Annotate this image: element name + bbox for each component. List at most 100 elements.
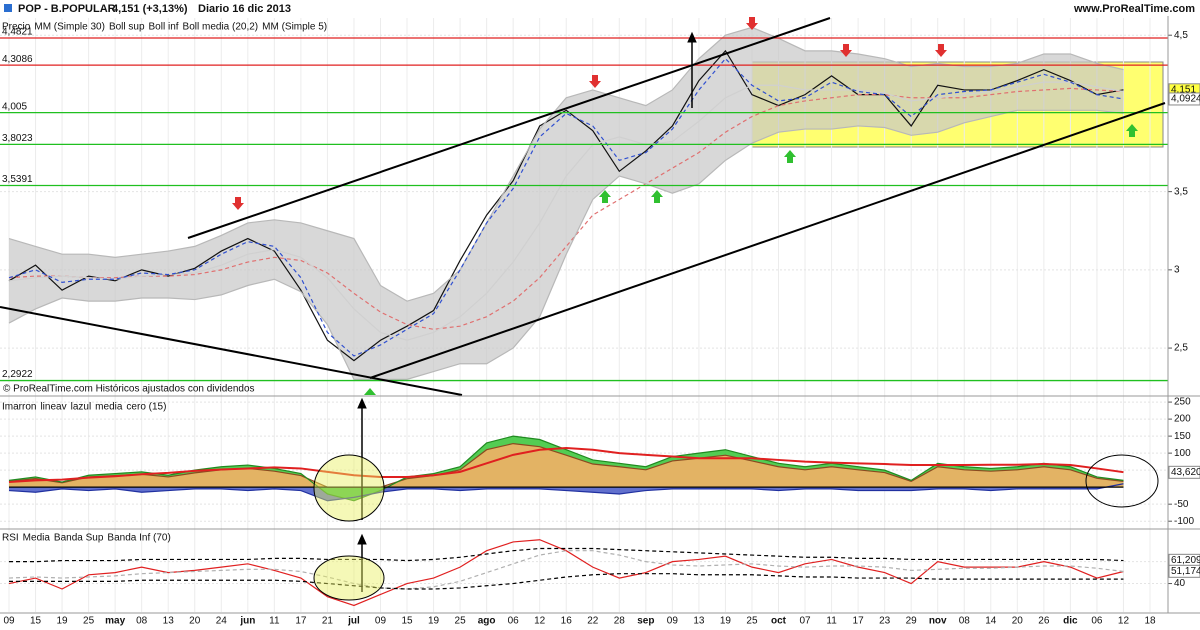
- sell-arrows: [232, 17, 947, 210]
- x-tick-label: 09: [667, 616, 679, 627]
- series-line: [9, 573, 1124, 590]
- legend-entry: Imarron: [2, 402, 36, 413]
- value-badge-label: 51,174: [1171, 566, 1200, 577]
- legend-entry: MM (Simple 30): [34, 22, 105, 33]
- header-icon: [4, 4, 12, 12]
- x-tick-label: 26: [1038, 616, 1050, 627]
- level-label: 3,5391: [2, 174, 33, 185]
- series-line: [8, 57, 1124, 357]
- sell-arrow: [232, 197, 244, 210]
- legend-entry: Boll sup: [109, 22, 145, 33]
- annotations: [0, 17, 1166, 601]
- legend-entry: cero (15): [126, 402, 166, 413]
- x-tick-label: jun: [239, 616, 255, 627]
- x-tick-label: 06: [508, 616, 520, 627]
- x-tick-label: nov: [929, 616, 947, 627]
- x-tick-label: 08: [136, 616, 148, 627]
- series-line: [8, 26, 1124, 302]
- value-badge: [1168, 92, 1200, 106]
- x-tick-label: 25: [455, 616, 467, 627]
- legend-entry: MM (Simple 5): [262, 22, 327, 33]
- x-tick-label: 09: [375, 616, 387, 627]
- x-tick-label: 13: [693, 616, 705, 627]
- y-tick-label: -100: [1174, 516, 1194, 527]
- x-tick-label: 17: [853, 616, 865, 627]
- arrow-head: [357, 533, 367, 545]
- x-tick-label: 15: [30, 616, 42, 627]
- x-tick-label: 19: [57, 616, 69, 627]
- x-tick-label: 12: [1118, 616, 1130, 627]
- header-title: POP - B.POPULAR: [18, 3, 116, 15]
- value-badge-label: 43,620: [1171, 467, 1200, 478]
- header-bar: [0, 0, 1200, 16]
- series-line: [9, 547, 1124, 563]
- highlight-ellipse: [1085, 454, 1159, 508]
- x-tick-label: 25: [83, 616, 95, 627]
- level-label: 3,8023: [2, 133, 33, 144]
- y-tick-label: 200: [1174, 414, 1191, 425]
- value-badge-label: 4,0924: [1171, 94, 1200, 105]
- legend-entry: Precio: [2, 22, 31, 33]
- header-source: www.ProRealTime.com: [1073, 3, 1195, 15]
- plot-layer: [0, 18, 1168, 612]
- legend-entry: Media: [23, 533, 51, 544]
- y-tick-label: -50: [1174, 499, 1189, 510]
- value-badge-label: 61,209: [1171, 555, 1200, 566]
- chart-note: © ProRealTime.com Históricos ajustados c…: [3, 384, 255, 395]
- y-tick-label: 3,5: [1174, 186, 1188, 197]
- y-tick-label: 150: [1174, 431, 1191, 442]
- buy-arrow: [1126, 124, 1138, 137]
- series-line: [8, 442, 1124, 488]
- x-tick-label: 13: [163, 616, 175, 627]
- series-line: [8, 483, 1124, 502]
- series-line: [8, 109, 1124, 380]
- x-tick-label: 11: [269, 616, 280, 627]
- x-tick-label: 14: [985, 616, 997, 627]
- bollinger-band: [9, 27, 1124, 380]
- value-badge: [1168, 564, 1200, 578]
- y-tick-label: 4,5: [1174, 30, 1188, 41]
- x-tick-label: ago: [478, 616, 496, 627]
- x-tick-label: 28: [614, 616, 626, 627]
- x-tick-label: 19: [428, 616, 440, 627]
- level-label: 4,3086: [2, 54, 33, 65]
- buy-arrow: [651, 190, 663, 203]
- legend-entry: Boll media (20,2): [183, 22, 259, 33]
- y-tick-label: 40: [1174, 578, 1186, 589]
- legend-entry: Banda Sup: [54, 533, 104, 544]
- x-tick-label: 20: [1012, 616, 1024, 627]
- x-tick-label: 06: [1091, 616, 1103, 627]
- x-tick-label: 21: [322, 616, 334, 627]
- x-tick-label: 15: [401, 616, 413, 627]
- buy-arrows: [364, 124, 1138, 395]
- y-tick-label: 3: [1174, 264, 1180, 275]
- header-quote: 4,151 (+3,13%): [112, 3, 188, 15]
- area: [9, 483, 1124, 501]
- x-tick-label: 19: [720, 616, 732, 627]
- x-tick-label: dic: [1063, 616, 1078, 627]
- legend-entry: Boll inf: [149, 22, 179, 33]
- x-tick-label: may: [105, 616, 125, 627]
- legend-entry: Banda Inf (70): [107, 533, 170, 544]
- series-line: [8, 49, 1124, 362]
- legend-entry: RSI: [2, 533, 19, 544]
- x-tick-label: 17: [295, 616, 307, 627]
- series-line: [8, 447, 1124, 484]
- level-label: 4,005: [2, 101, 27, 112]
- sell-arrow: [589, 75, 601, 88]
- x-tick-label: 29: [906, 616, 918, 627]
- trend-line: [369, 102, 1166, 379]
- x-tick-label: sep: [637, 616, 654, 627]
- x-tick-label: 12: [534, 616, 546, 627]
- arrow-head: [357, 397, 367, 409]
- level-label: 2,2922: [2, 369, 33, 380]
- y-tick-label: 250: [1174, 397, 1191, 408]
- value-badge: [1168, 465, 1200, 479]
- x-tick-label: 16: [561, 616, 573, 627]
- series-line: [8, 539, 1124, 607]
- series-line: [8, 81, 1124, 341]
- x-tick-label: jul: [347, 616, 360, 627]
- x-tick-label: oct: [771, 616, 787, 627]
